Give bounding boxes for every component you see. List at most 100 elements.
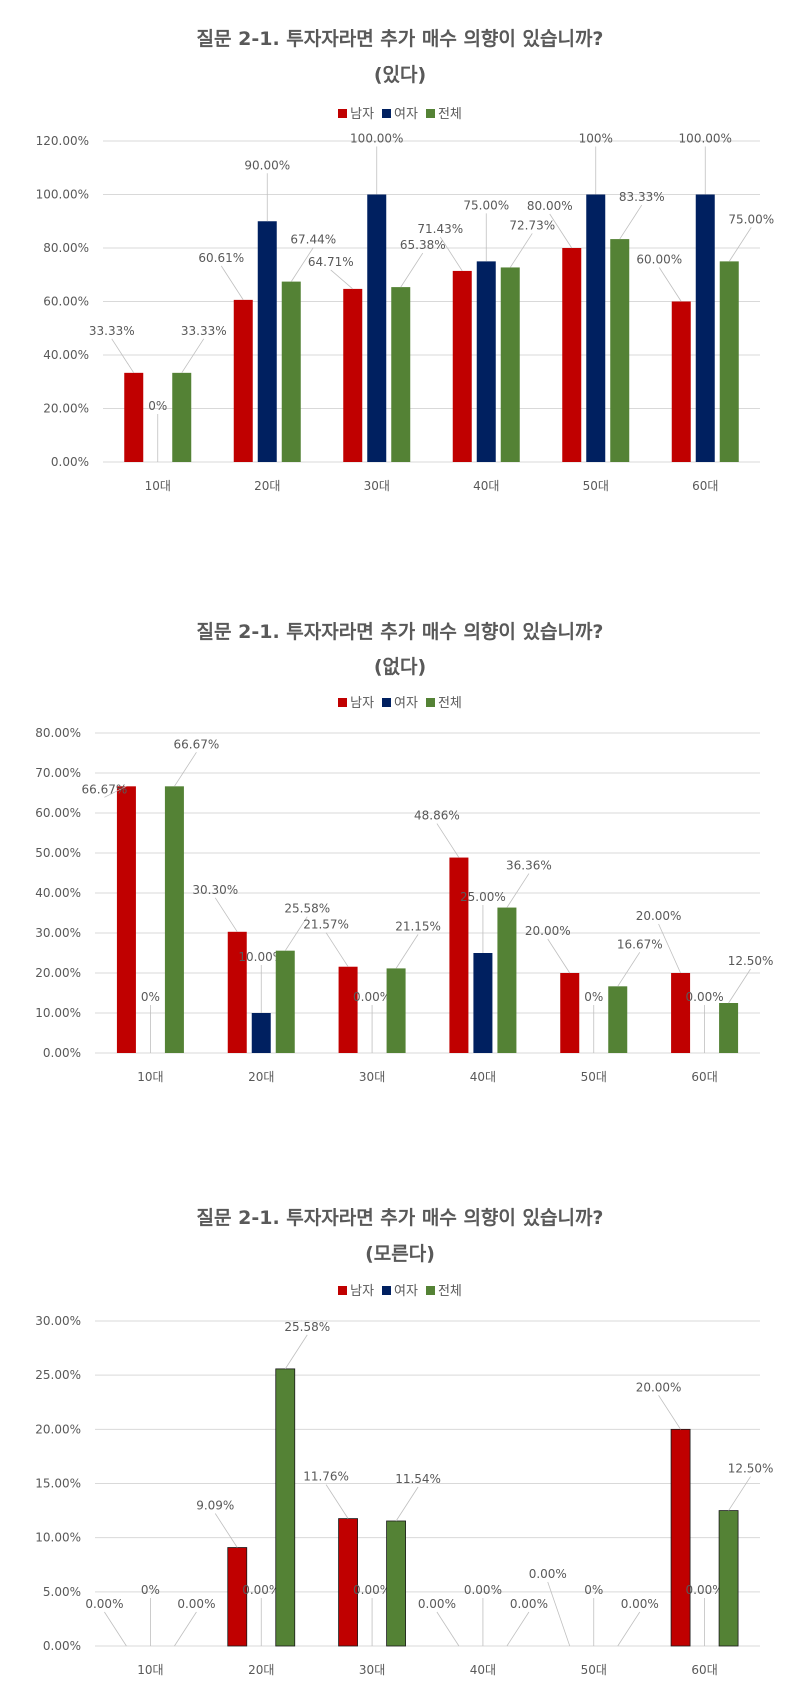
bar-남자-50대 [562, 248, 582, 462]
legend-swatch [338, 109, 348, 118]
leader-line [506, 873, 530, 908]
y-tick-label: 60.00% [43, 295, 89, 309]
leader-line [439, 236, 463, 272]
legend: 남자 여자 전체 [0, 692, 800, 711]
y-tick-label: 120.00% [36, 134, 89, 148]
data-label: 21.15% [395, 919, 441, 933]
y-tick-label: 70.00% [35, 766, 81, 780]
data-label: 33.33% [89, 324, 135, 338]
y-tick-label: 40.00% [43, 348, 89, 362]
data-label: 75.00% [463, 198, 509, 212]
data-label: 66.67% [82, 782, 128, 796]
data-label: 48.86% [414, 809, 460, 823]
data-label: 11.76% [303, 1470, 349, 1484]
bar-남자-10대 [116, 786, 136, 1053]
bar-전체-20대 [275, 1368, 296, 1647]
x-tick-label: 50대 [581, 1663, 607, 1677]
data-label: 71.43% [417, 222, 463, 236]
leader-line [549, 213, 573, 249]
leader-line [214, 1513, 238, 1548]
leader-line [436, 823, 460, 858]
leader-line [728, 227, 752, 262]
chart-subtitle: (모른다) [365, 1243, 435, 1265]
data-label: 25.58% [284, 1320, 330, 1334]
x-tick-label: 50대 [583, 479, 609, 493]
legend-item: 여자 [382, 696, 418, 711]
data-label: 0.00% [85, 1597, 123, 1611]
data-label: 90.00% [244, 158, 290, 172]
legend-label: 여자 [394, 696, 418, 711]
bar-남자-30대 [338, 966, 358, 1053]
data-label: 72.73% [509, 218, 555, 232]
chart-title: 질문 2-1. 투자자라면 추가 매수 의향이 있습니까? [196, 621, 604, 643]
legend-swatch [338, 698, 348, 707]
data-label: 10.00% [238, 950, 284, 964]
leader-line [728, 1476, 751, 1511]
chart-subtitle: (있다) [373, 64, 427, 86]
leader-line [547, 1581, 571, 1647]
legend-item: 전체 [425, 107, 462, 122]
x-tick-label: 10대 [137, 1663, 163, 1677]
legend-item: 전체 [425, 1284, 462, 1299]
y-tick-label: 30.00% [35, 1314, 81, 1328]
data-label: 100.00% [350, 132, 403, 146]
y-tick-label: 0.00% [43, 1639, 81, 1653]
x-tick-label: 30대 [359, 1663, 385, 1677]
legend-label: 여자 [394, 107, 418, 122]
data-label: 64.71% [308, 255, 354, 269]
legend-item: 남자 [338, 1284, 374, 1299]
data-label: 0.00% [621, 1597, 659, 1611]
leader-line [619, 204, 643, 240]
x-tick-label: 60대 [692, 479, 718, 493]
legend: 남자 여자 전체 [0, 103, 800, 122]
data-label: 12.50% [728, 1462, 774, 1476]
data-label: 16.67% [617, 937, 663, 951]
legend-label: 남자 [350, 1284, 375, 1299]
y-tick-label: 50.00% [35, 846, 81, 860]
legend-item: 여자 [382, 1284, 418, 1299]
y-tick-label: 10.00% [35, 1006, 81, 1020]
data-label: 100% [579, 132, 613, 146]
y-tick-label: 5.00% [43, 1585, 81, 1599]
legend-swatch [338, 1286, 348, 1295]
y-tick-label: 40.00% [35, 886, 81, 900]
bar-전체-60대 [719, 261, 739, 462]
bar-전체-10대 [172, 372, 192, 462]
bar-여자-40대 [473, 953, 493, 1053]
x-tick-label: 40대 [470, 1663, 496, 1677]
data-label: 0.00% [177, 1597, 215, 1611]
leader-line [174, 1611, 197, 1647]
data-label: 0.00% [353, 1583, 391, 1597]
leader-line [111, 338, 135, 374]
bar-전체-10대 [164, 786, 184, 1053]
leader-line [509, 233, 533, 268]
data-label: 36.36% [506, 859, 552, 873]
bar-전체-20대 [281, 281, 301, 462]
data-label: 66.67% [174, 737, 220, 751]
x-tick-label: 60대 [691, 1663, 717, 1677]
y-tick-label: 100.00% [36, 188, 89, 202]
bar-여자-30대 [367, 194, 387, 462]
chart-title: 질문 2-1. 투자자라면 추가 매수 의향이 있습니까? [196, 1207, 604, 1229]
data-label: 67.44% [290, 233, 336, 247]
bar-남자-40대 [449, 857, 469, 1053]
data-label: 80.00% [527, 199, 573, 213]
bar-남자-50대 [560, 973, 580, 1053]
data-label: 0% [141, 1583, 160, 1597]
chart-subtitle: (없다) [373, 656, 427, 678]
data-label: 20.00% [525, 924, 571, 938]
bar-전체-50대 [610, 239, 630, 462]
data-label: 75.00% [728, 212, 774, 226]
legend-swatch [382, 698, 392, 707]
bar-남자-60대 [670, 1428, 691, 1647]
bar-전체-60대 [718, 1510, 739, 1647]
legend-label: 남자 [350, 107, 375, 122]
data-label: 0% [141, 990, 160, 1004]
data-label: 0.00% [464, 1583, 502, 1597]
leader-line [506, 1611, 530, 1647]
data-label: 0% [584, 990, 603, 1004]
data-label: 9.09% [196, 1499, 234, 1513]
leader-line [658, 267, 682, 302]
data-label: 0.00% [510, 1597, 548, 1611]
